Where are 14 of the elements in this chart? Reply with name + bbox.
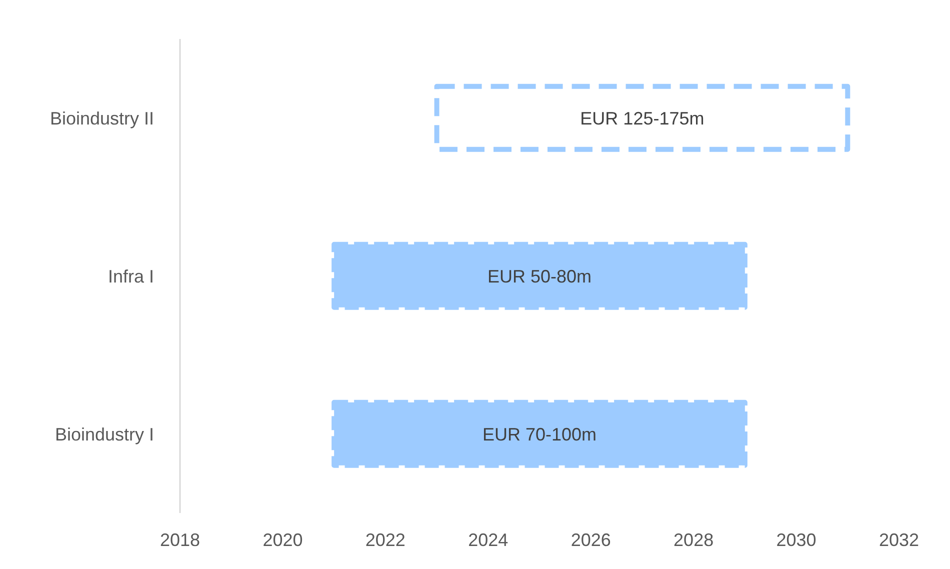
x-tick-label: 2026 bbox=[570, 530, 611, 550]
x-tick-label: 2020 bbox=[262, 530, 303, 550]
x-tick-label: 2032 bbox=[878, 530, 920, 550]
text: EUR 125-175m bbox=[580, 108, 704, 128]
x-tick-label: 2018 bbox=[160, 530, 200, 550]
y-tick-label: Infra I bbox=[108, 266, 154, 286]
y-tick-label: Bioindustry II bbox=[50, 108, 154, 128]
x-tick-label: 2022 bbox=[365, 530, 406, 550]
text: EUR 50-80m bbox=[487, 266, 592, 286]
text: EUR 70-100m bbox=[482, 424, 597, 444]
y-tick-label: Bioindustry I bbox=[54, 424, 154, 444]
x-tick-label: 2024 bbox=[468, 530, 508, 550]
x-tick-label: 2028 bbox=[674, 530, 714, 550]
x-tick-label: 2030 bbox=[776, 530, 816, 550]
